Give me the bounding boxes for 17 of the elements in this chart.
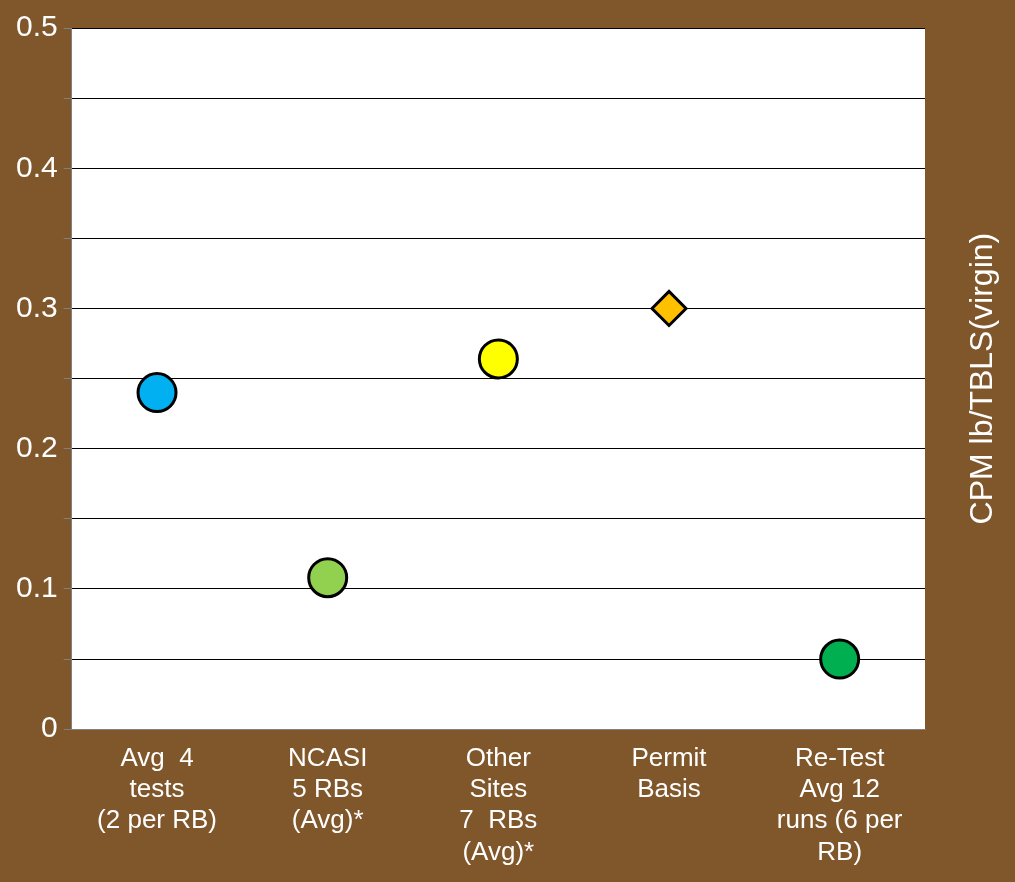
- x-tick-label: Re-Test Avg 12 runs (6 per RB): [776, 741, 903, 866]
- x-tick-label: Permit Basis: [631, 741, 708, 804]
- y-tick-label: 0.5: [15, 9, 58, 43]
- x-tick-label: Avg 4 tests (2 per RB): [97, 741, 217, 835]
- y-tick-label: 0.4: [15, 149, 58, 183]
- y-axis-title: CPM lb/TBLS(virgin): [962, 232, 999, 525]
- point: [136, 372, 178, 414]
- y-tick-label: 0.1: [15, 570, 58, 604]
- y-tick-label: 0.3: [15, 289, 58, 323]
- y-tick-label: 0.2: [15, 429, 58, 463]
- point: [307, 557, 349, 599]
- y-tick-label: 0: [41, 710, 58, 744]
- point: [819, 638, 861, 680]
- point: [477, 338, 519, 380]
- x-tick-label: NCASI 5 RBs (Avg)*: [287, 741, 368, 835]
- point: [650, 289, 688, 327]
- x-tick-label: Other Sites 7 RBs (Avg)*: [459, 741, 538, 866]
